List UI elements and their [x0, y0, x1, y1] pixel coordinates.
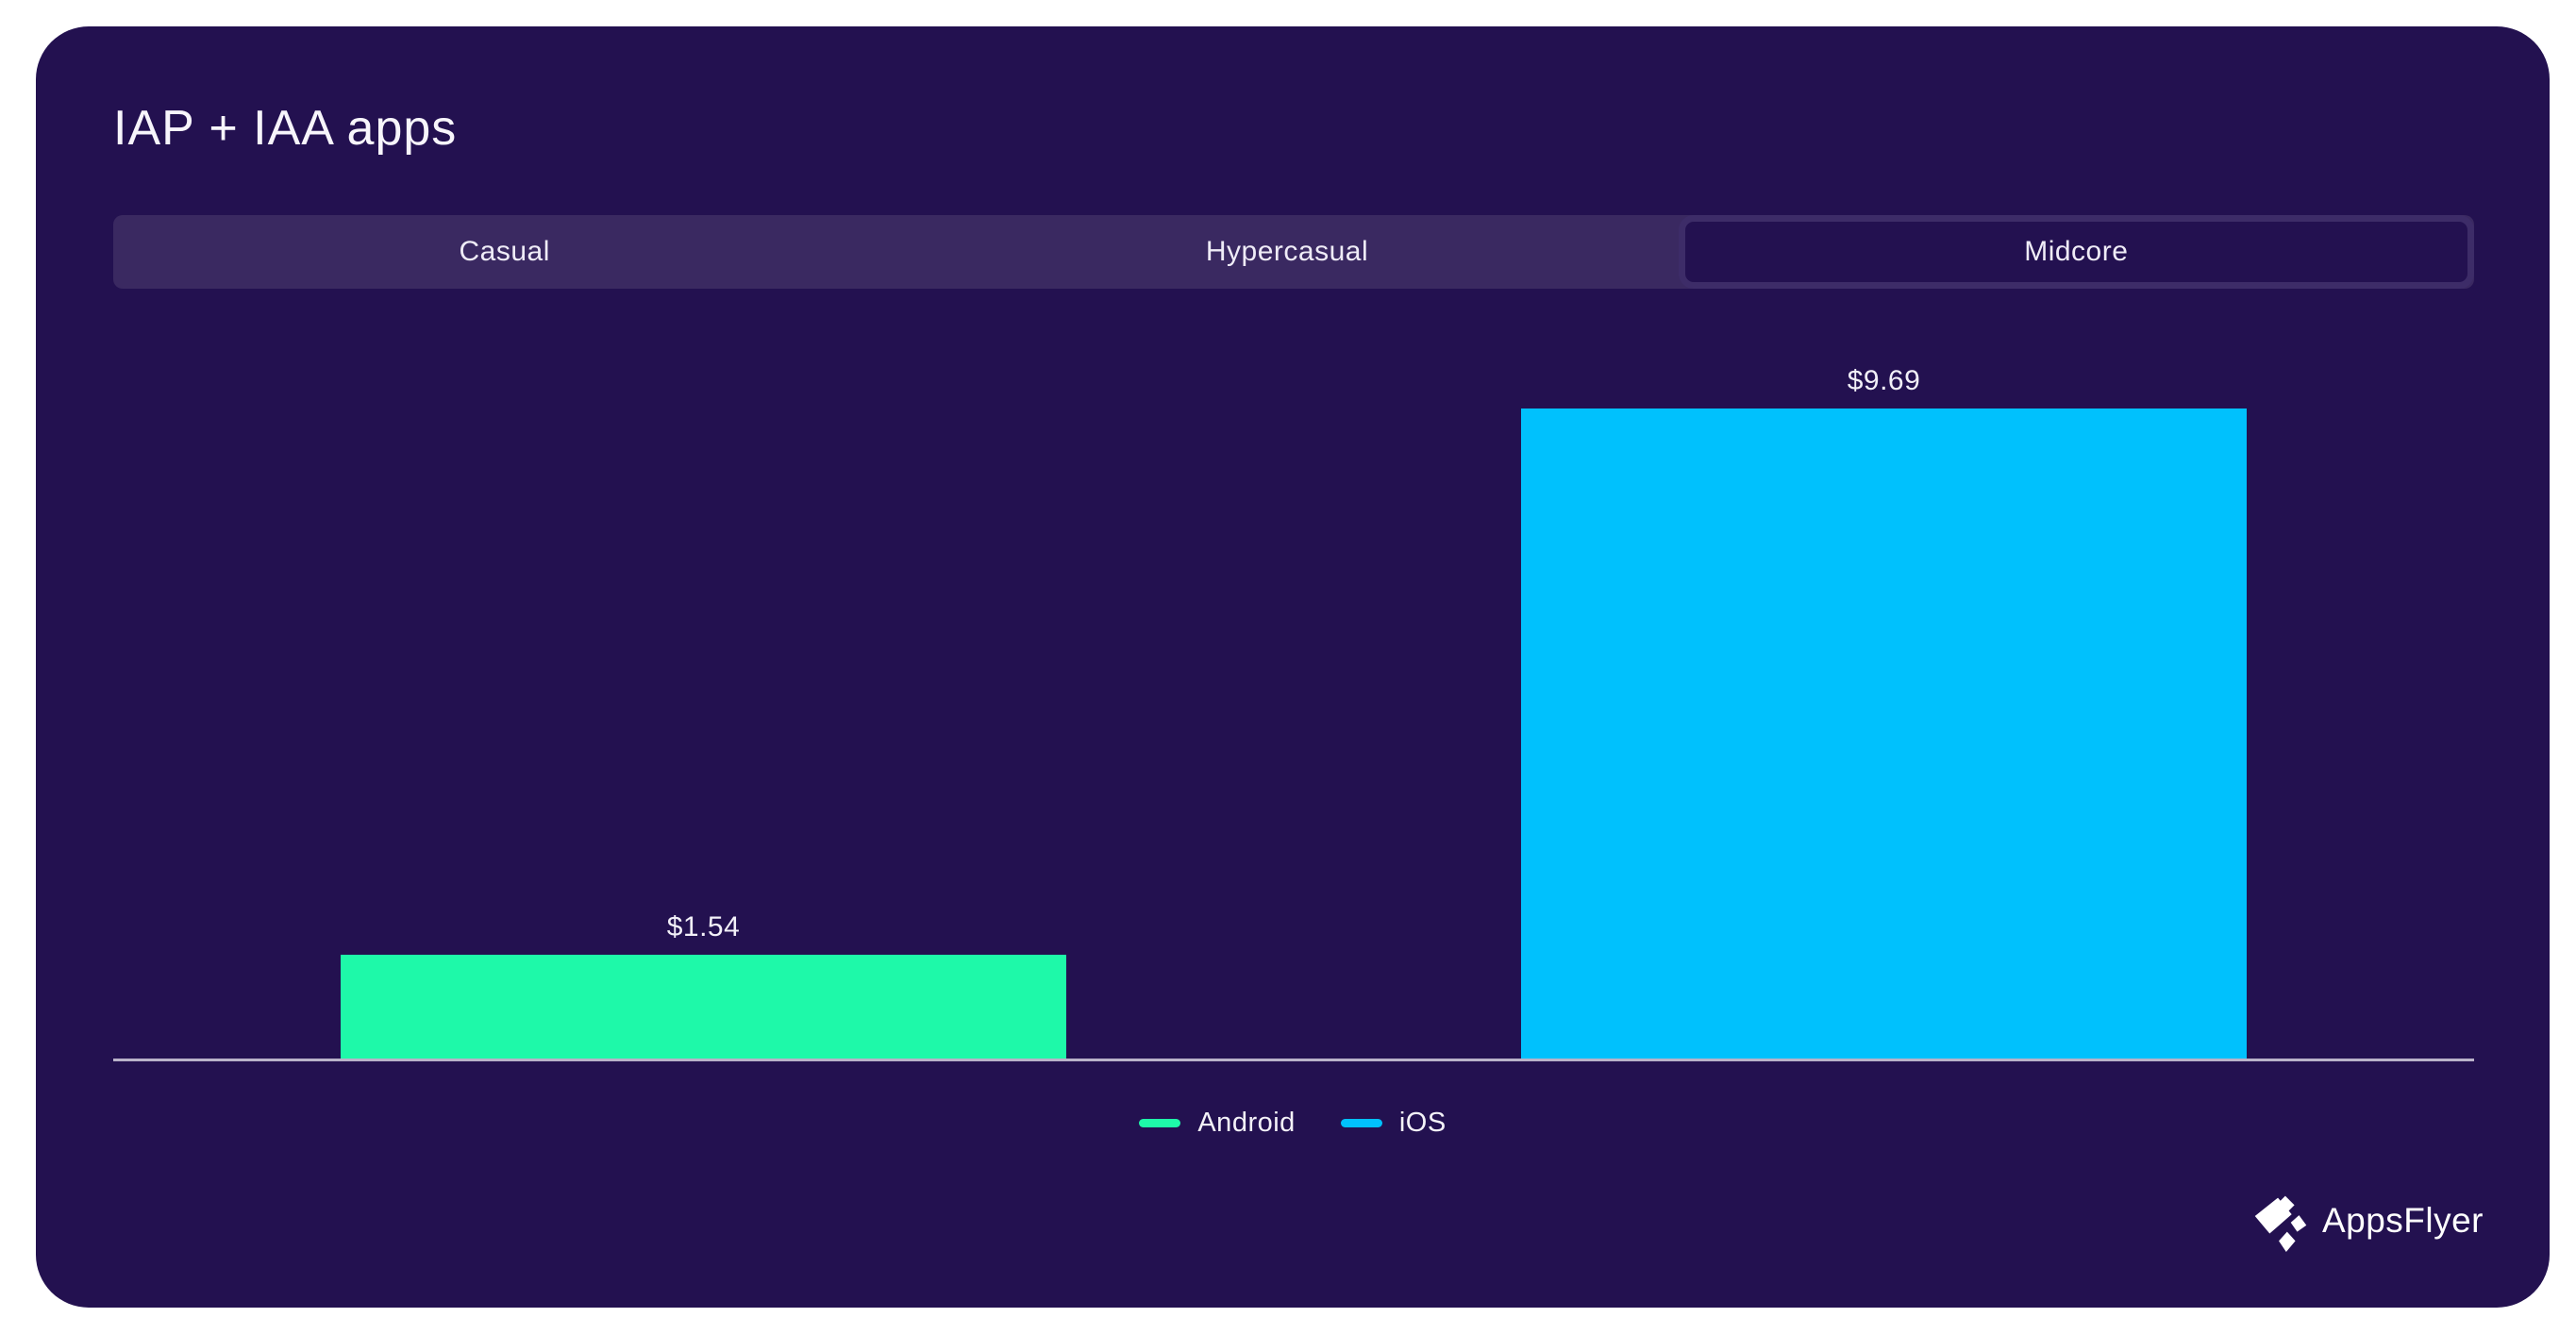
bar-value-label-ios: $9.69	[1847, 365, 1921, 396]
appsflyer-logo-text: AppsFlyer	[2321, 1200, 2484, 1240]
tab-hypercasual[interactable]: Hypercasual	[1205, 236, 1369, 267]
chart-legend: Android iOS	[36, 1108, 2550, 1139]
legend-label-android: Android	[1197, 1108, 1296, 1138]
tab-casual[interactable]: Casual	[459, 236, 550, 267]
chart-slot-ios: $9.69	[1294, 323, 2474, 1059]
legend-item-ios: iOS	[1340, 1108, 1447, 1139]
category-tab-bar: Casual Hypercasual Midcore	[113, 215, 2474, 289]
bar-group-ios: $9.69	[1520, 365, 2248, 1059]
appsflyer-logo[interactable]: AppsFlyer	[2250, 1183, 2484, 1258]
bar-chart: $1.54 $9.69	[113, 323, 2474, 1059]
bar-ios	[1520, 409, 2248, 1059]
bar-group-android: $1.54	[340, 911, 1067, 1059]
bar-android	[340, 955, 1067, 1059]
legend-label-ios: iOS	[1398, 1108, 1447, 1138]
tab-midcore[interactable]: Midcore	[1678, 215, 2474, 289]
appsflyer-pinwheel-icon	[2250, 1183, 2311, 1258]
legend-item-android: Android	[1139, 1108, 1295, 1139]
chart-slot-android: $1.54	[113, 323, 1294, 1059]
android-legend-swatch-icon	[1139, 1119, 1181, 1127]
x-axis-line	[113, 1059, 2474, 1061]
ios-legend-swatch-icon	[1340, 1119, 1382, 1127]
page-title: IAP + IAA apps	[113, 101, 458, 156]
report-card: IAP + IAA apps Casual Hypercasual Midcor…	[36, 26, 2550, 1308]
bar-value-label-android: $1.54	[666, 911, 741, 942]
